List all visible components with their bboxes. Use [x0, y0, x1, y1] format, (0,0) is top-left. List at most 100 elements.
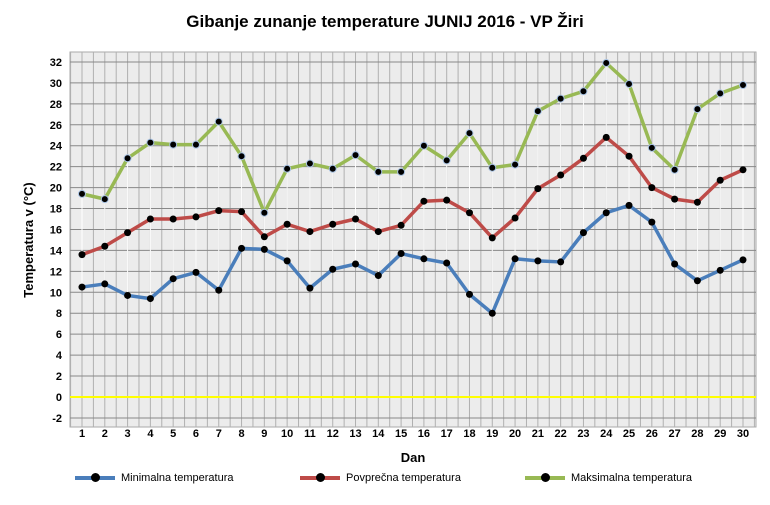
data-point — [78, 251, 86, 259]
x-tick-label: 22 — [555, 428, 567, 440]
data-point — [351, 151, 360, 160]
data-point — [374, 272, 382, 280]
x-tick-label: 28 — [691, 428, 703, 440]
y-tick-label: 16 — [50, 224, 62, 236]
data-point — [739, 166, 747, 174]
y-tick-label: 24 — [50, 141, 63, 153]
data-point — [488, 234, 496, 242]
y-tick-label: 30 — [50, 78, 62, 90]
data-point — [124, 229, 132, 237]
data-point — [328, 164, 337, 173]
data-point — [283, 220, 291, 228]
x-tick-label: 29 — [714, 428, 726, 440]
data-point — [260, 208, 269, 217]
y-tick-label: 12 — [50, 266, 62, 278]
y-tick-label: 28 — [50, 99, 62, 111]
x-tick-label: 14 — [372, 428, 385, 440]
legend-label: Minimalna temperatura — [121, 472, 234, 484]
data-point — [671, 195, 679, 203]
data-point — [101, 242, 109, 250]
y-tick-label: 18 — [50, 204, 62, 216]
data-point — [716, 89, 725, 98]
data-point — [78, 189, 86, 198]
data-point — [397, 167, 406, 176]
legend-label: Maksimalna temperatura — [571, 472, 693, 484]
data-point — [374, 228, 382, 236]
x-tick-label: 30 — [737, 428, 749, 440]
x-tick-label: 26 — [646, 428, 658, 440]
y-axis-label: Temperatura v (°C) — [21, 182, 36, 297]
data-point — [260, 233, 268, 241]
data-point — [352, 260, 360, 268]
x-tick-label: 15 — [395, 428, 407, 440]
data-point — [671, 260, 679, 268]
data-point — [146, 138, 155, 147]
y-tick-label: 4 — [56, 350, 63, 362]
data-point — [214, 117, 223, 126]
data-point — [716, 176, 724, 184]
data-point — [557, 258, 565, 266]
data-point — [306, 228, 314, 236]
legend-label: Povprečna temperatura — [346, 472, 461, 484]
x-tick-label: 11 — [304, 428, 316, 440]
series-line-minimalna — [81, 203, 744, 315]
data-point — [511, 255, 519, 263]
data-point — [625, 79, 634, 88]
x-tick-label: 19 — [486, 428, 498, 440]
data-point — [192, 268, 200, 276]
x-tick-label: 17 — [441, 428, 453, 440]
data-point — [602, 133, 610, 141]
x-tick-label: 6 — [193, 428, 199, 440]
data-point — [443, 259, 451, 267]
data-point — [602, 209, 610, 217]
y-tick-label: 6 — [56, 329, 62, 341]
x-tick-label: 5 — [170, 428, 176, 440]
data-point — [716, 266, 724, 274]
data-point — [374, 167, 383, 176]
data-point — [533, 107, 542, 116]
data-point — [238, 208, 246, 216]
data-point — [397, 221, 405, 229]
x-tick-label: 23 — [577, 428, 589, 440]
data-point — [215, 207, 223, 215]
x-tick-label: 7 — [216, 428, 222, 440]
data-point — [191, 140, 200, 149]
data-point — [169, 275, 177, 283]
data-point — [146, 295, 154, 303]
data-point — [693, 277, 701, 285]
data-point — [101, 280, 109, 288]
y-tick-label: 20 — [50, 183, 62, 195]
data-point — [420, 255, 428, 263]
series-line-povprečna — [81, 135, 744, 257]
data-point — [647, 143, 656, 152]
data-point — [306, 284, 314, 292]
data-point — [283, 257, 291, 265]
y-tick-label: 8 — [56, 308, 62, 320]
data-point — [283, 164, 292, 173]
x-tick-label: 18 — [463, 428, 475, 440]
x-tick-label: 16 — [418, 428, 430, 440]
data-point — [419, 141, 428, 150]
data-point — [169, 140, 178, 149]
data-point — [670, 165, 679, 174]
y-tick-label: 0 — [56, 392, 62, 404]
legend-item-max: Maksimalna temperatura — [525, 472, 692, 484]
data-point — [511, 214, 519, 222]
data-point — [648, 184, 656, 192]
data-point — [579, 154, 587, 162]
data-point — [557, 171, 565, 179]
x-tick-label: 21 — [532, 428, 544, 440]
y-tick-label: 22 — [50, 162, 62, 174]
data-point — [739, 80, 747, 89]
data-point — [579, 87, 588, 96]
x-tick-label: 10 — [281, 428, 293, 440]
x-tick-label: 2 — [102, 428, 108, 440]
legend-swatch — [525, 473, 565, 482]
x-axis-label: Dan — [401, 450, 426, 465]
data-point — [352, 215, 360, 223]
data-point — [329, 220, 337, 228]
legend-swatch — [75, 473, 115, 482]
y-tick-label: 2 — [56, 371, 62, 383]
